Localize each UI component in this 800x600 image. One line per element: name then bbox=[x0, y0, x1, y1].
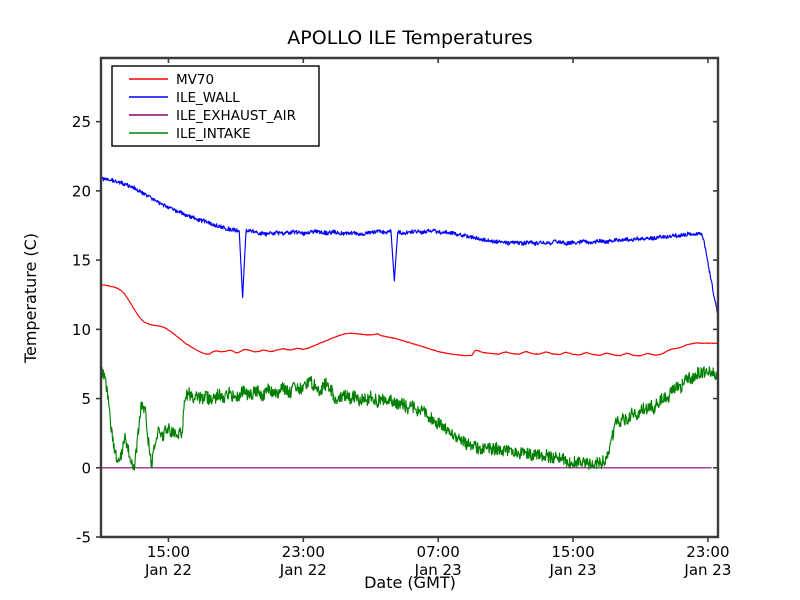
y-tick-label: -5 bbox=[76, 529, 91, 547]
y-tick-label: 10 bbox=[72, 321, 91, 339]
legend-label-ile-wall: ILE_WALL bbox=[176, 90, 240, 106]
legend-label-ile-exhaust-air: ILE_EXHAUST_AIR bbox=[176, 108, 296, 124]
y-tick-label: 25 bbox=[72, 113, 91, 131]
x-tick-label-date: Jan 23 bbox=[549, 561, 597, 579]
y-axis-ticks: -5 0 5 10 15 20 25 bbox=[72, 113, 718, 547]
x-tick-label-date: Jan 23 bbox=[683, 561, 731, 579]
y-tick-label: 20 bbox=[72, 182, 91, 200]
x-tick-label-date: Jan 23 bbox=[414, 561, 462, 579]
x-tick-label-date: Jan 22 bbox=[279, 561, 327, 579]
chart-legend[interactable]: MV70 ILE_WALL ILE_EXHAUST_AIR ILE_INTAKE bbox=[111, 65, 320, 147]
x-tick-label-time: 23:00 bbox=[282, 543, 325, 561]
series-group bbox=[100, 176, 719, 471]
series-line-mv70 bbox=[100, 284, 719, 357]
x-tick-label-time: 15:00 bbox=[147, 543, 190, 561]
y-tick-label: 15 bbox=[72, 252, 91, 270]
legend-label-ile-intake: ILE_INTAKE bbox=[176, 126, 251, 142]
x-axis-label: Date (GMT) bbox=[364, 573, 456, 592]
y-tick-label: 0 bbox=[81, 459, 91, 477]
legend-items: MV70 ILE_WALL ILE_EXHAUST_AIR ILE_INTAKE bbox=[129, 72, 296, 142]
x-tick-label-time: 15:00 bbox=[551, 543, 594, 561]
legend-label-mv70: MV70 bbox=[176, 72, 214, 88]
y-tick-label: 5 bbox=[81, 390, 91, 408]
x-tick-label-time: 23:00 bbox=[686, 543, 729, 561]
x-tick-label-time: 07:00 bbox=[417, 543, 460, 561]
page-title: APOLLO ILE Temperatures bbox=[287, 27, 532, 49]
series-line-ile-wall bbox=[100, 176, 719, 317]
series-line-ile-intake bbox=[100, 365, 719, 471]
x-tick-label-date: Jan 22 bbox=[144, 561, 192, 579]
y-axis-label: Temperature (C) bbox=[21, 233, 40, 364]
